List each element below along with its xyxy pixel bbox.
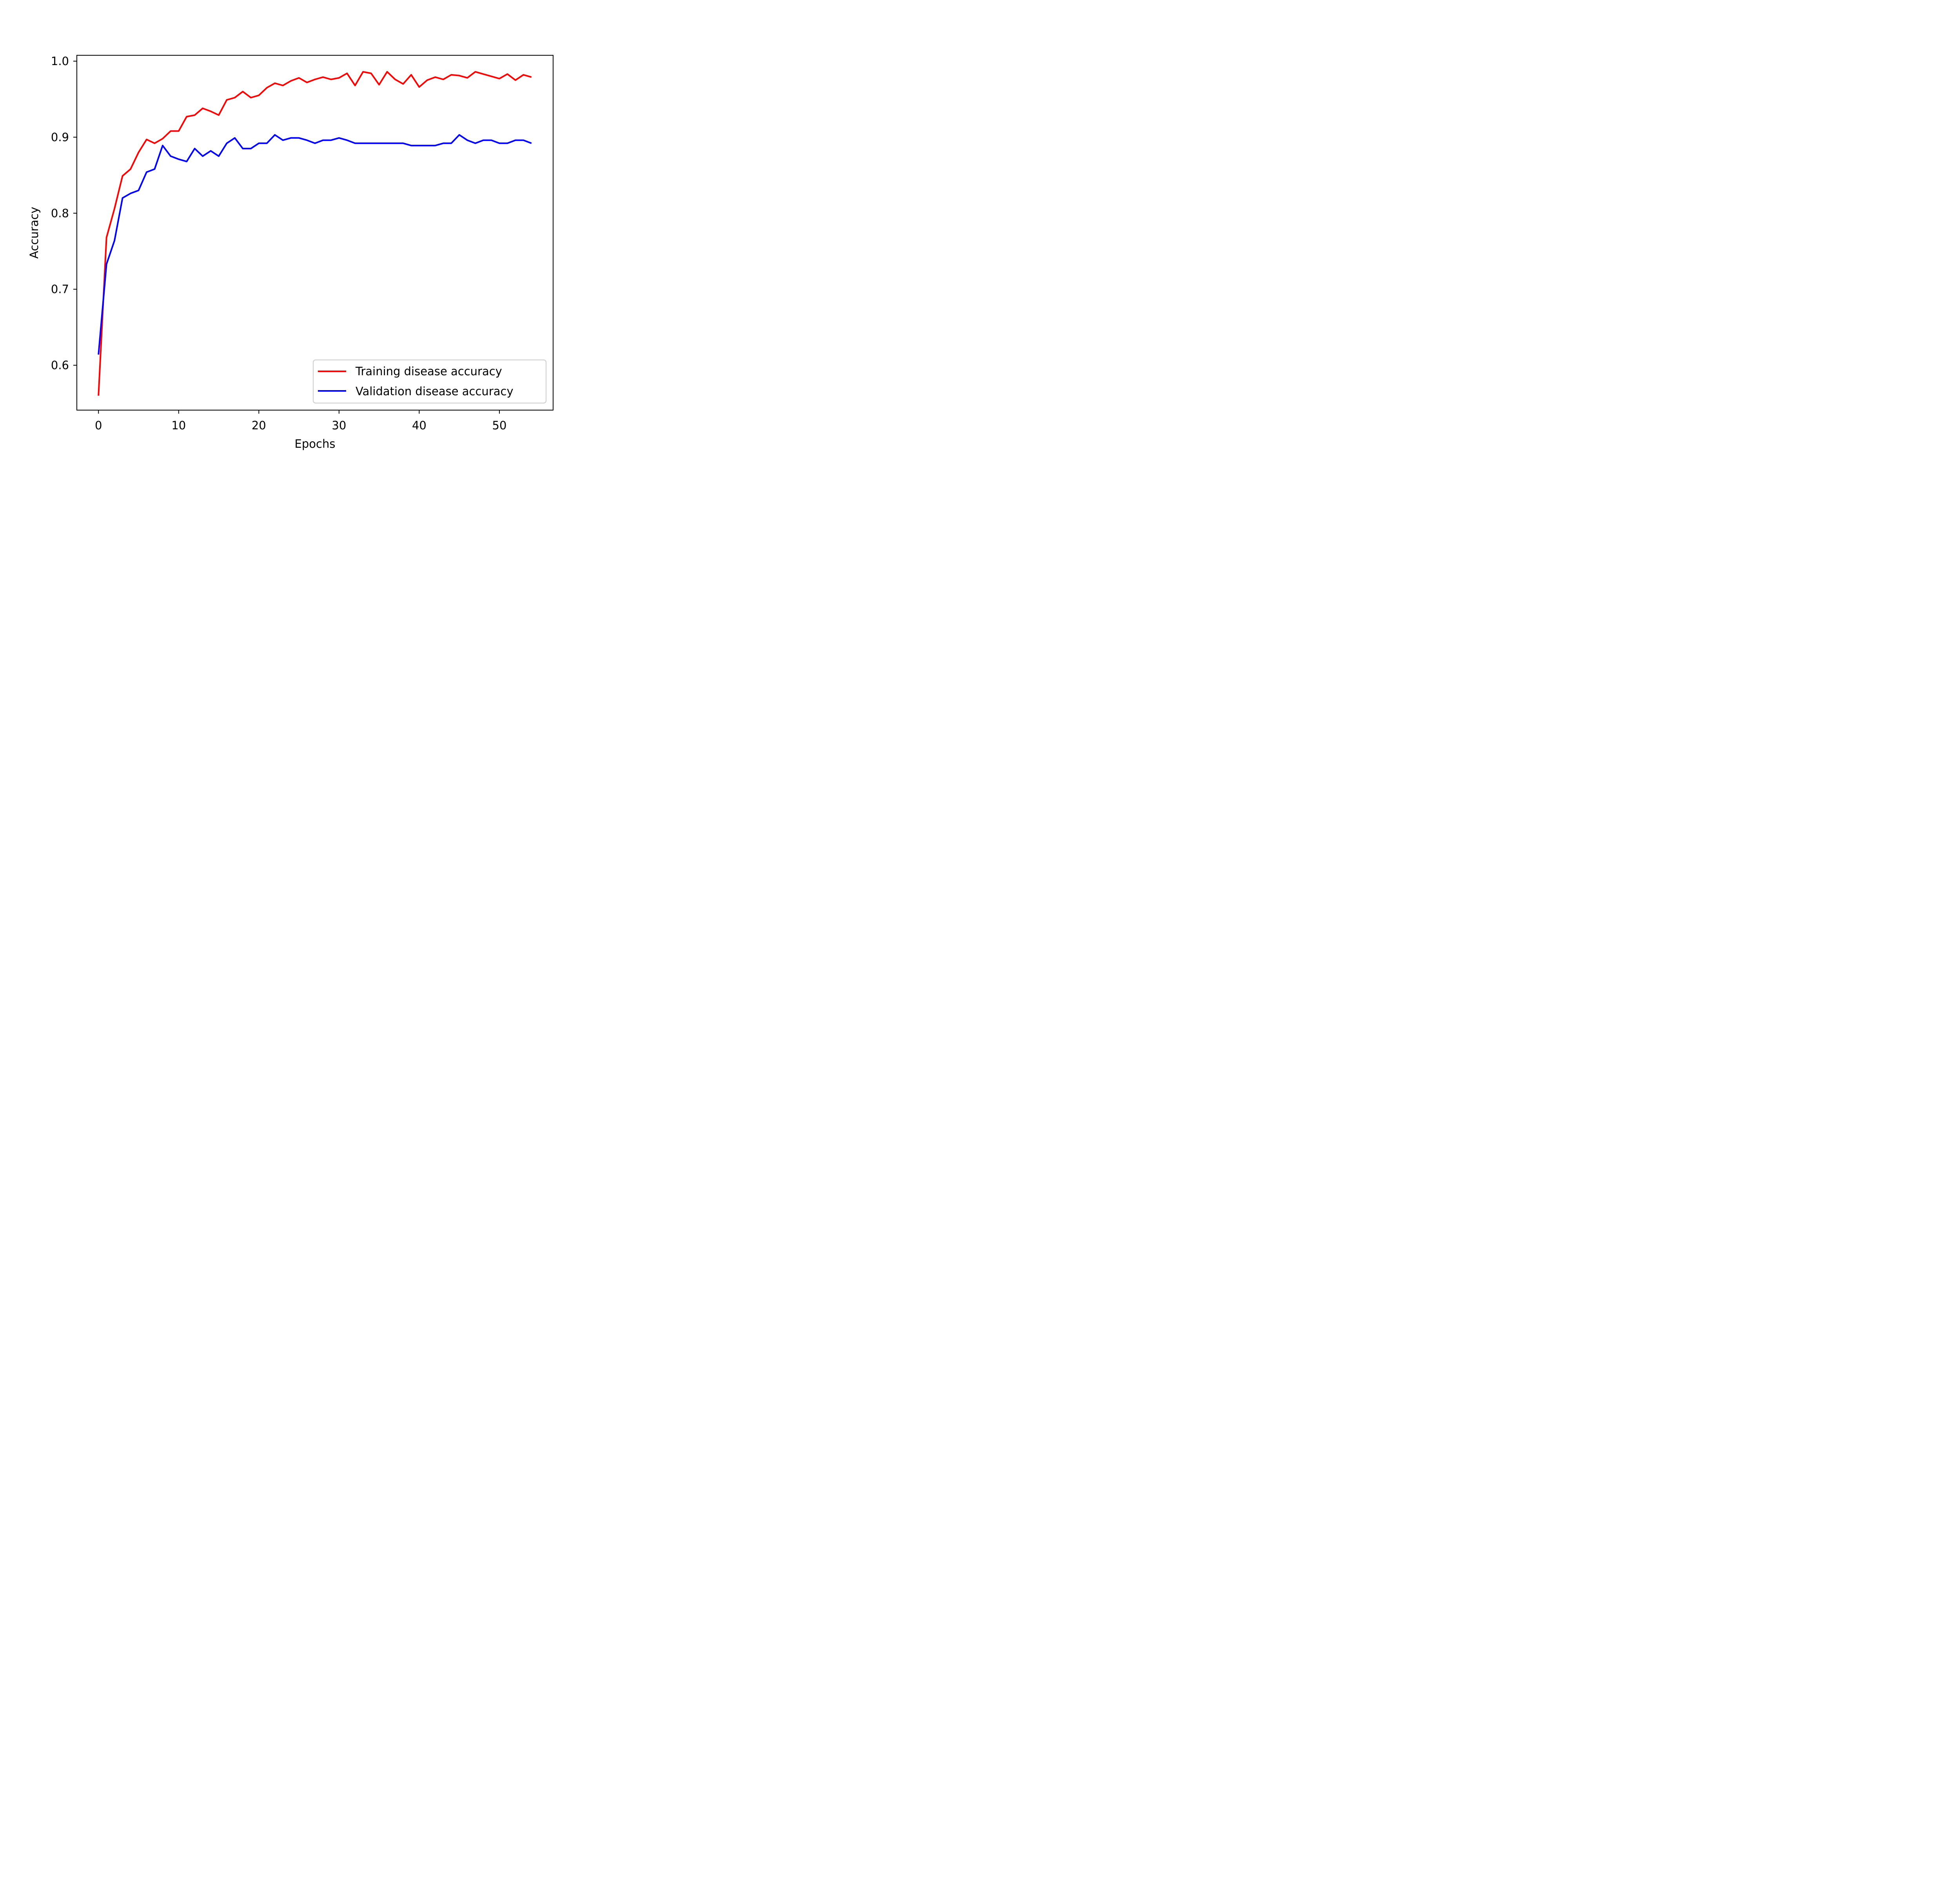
- x-axis: 0 10 20 30 40 50: [95, 410, 506, 432]
- x-tick-label: 50: [492, 419, 507, 432]
- y-axis-label: Accuracy: [27, 207, 41, 258]
- validation-accuracy-line: [98, 134, 532, 355]
- legend: Training disease accuracy Validation dis…: [313, 360, 546, 403]
- series-layer: [98, 71, 532, 396]
- y-tick-label: 0.8: [51, 207, 69, 220]
- x-tick-label: 20: [252, 419, 266, 432]
- y-tick-label: 1.0: [51, 54, 69, 68]
- training-accuracy-line: [98, 71, 532, 396]
- x-tick-label: 40: [412, 419, 426, 432]
- x-tick-label: 0: [95, 419, 102, 432]
- legend-label-validation: Validation disease accuracy: [356, 385, 514, 398]
- legend-box: [313, 360, 546, 403]
- y-tick-label: 0.9: [51, 131, 69, 144]
- x-axis-label: Epochs: [295, 437, 336, 451]
- plot-area-frame: [76, 55, 554, 411]
- line-chart: 0 10 20 30 40 50 0.6 0.7 0.8 0.9 1.0 Epochs Accur…: [0, 0, 608, 456]
- legend-label-training: Training disease accuracy: [355, 365, 502, 378]
- y-axis: 0.6 0.7 0.8 0.9 1.0: [51, 54, 77, 372]
- y-tick-label: 0.7: [51, 283, 69, 296]
- y-tick-label: 0.6: [51, 359, 69, 372]
- x-tick-label: 10: [171, 419, 186, 432]
- x-tick-label: 30: [332, 419, 346, 432]
